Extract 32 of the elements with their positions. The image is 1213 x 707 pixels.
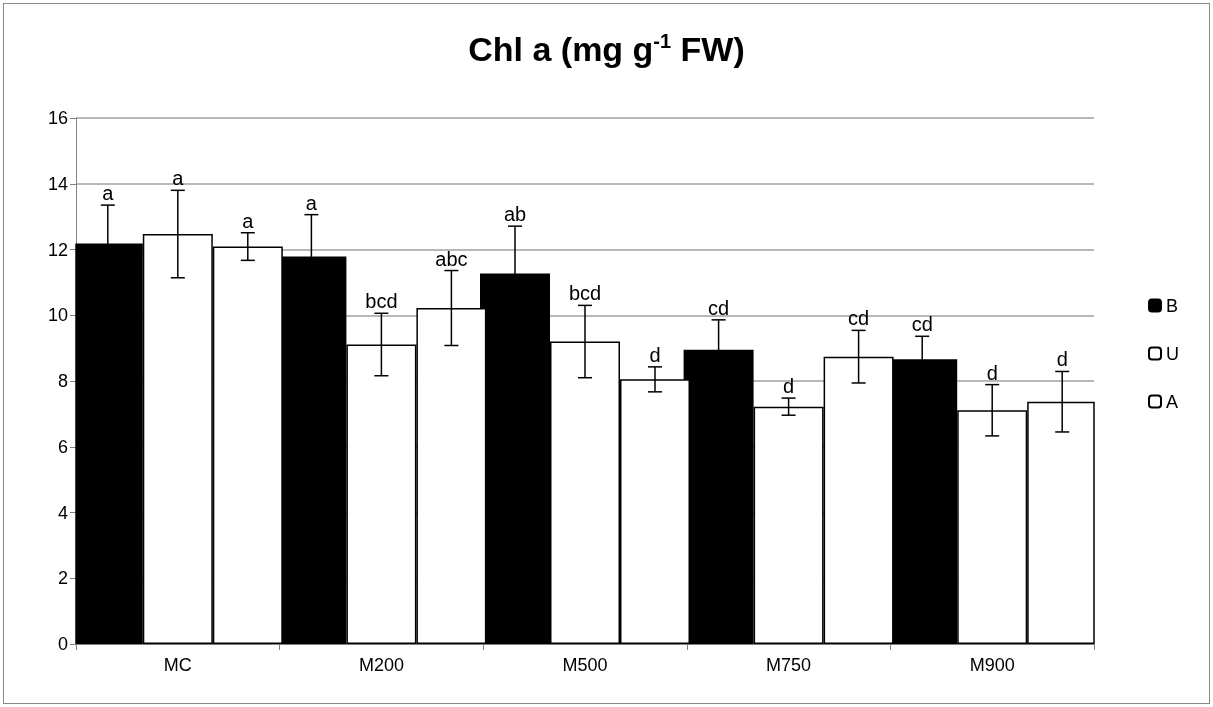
y-tick-label: 10 (47, 305, 68, 326)
legend-label: U (1166, 343, 1179, 364)
y-tick-label: 2 (57, 568, 68, 589)
data-label: a (305, 191, 318, 214)
y-tick-label: 14 (47, 173, 68, 194)
y-tick-label: 16 (47, 108, 68, 128)
x-tick-label: M200 (358, 655, 404, 675)
x-tick-label: M500 (562, 655, 608, 675)
data-label: d (783, 375, 795, 398)
data-label: a (242, 209, 255, 232)
data-label: cd (708, 296, 730, 319)
y-tick-label: 8 (57, 371, 68, 391)
data-label: a (102, 182, 115, 205)
x-tick-label: M750 (766, 655, 812, 675)
data-label: d (1056, 348, 1068, 371)
data-label: d (986, 361, 998, 384)
x-tick-label: M900 (969, 655, 1015, 675)
y-tick-label: 0 (57, 634, 68, 654)
data-label: bcd (568, 282, 602, 305)
data-label: cd (911, 313, 933, 336)
data-label: cd (848, 307, 870, 330)
data-label: ab (503, 203, 527, 226)
data-label: abc (435, 247, 468, 270)
data-label: bcd (365, 290, 398, 313)
legend-label: A (1166, 391, 1179, 412)
data-label: a (172, 167, 185, 190)
y-tick-label: 6 (57, 436, 68, 457)
x-tick-label: MC (163, 655, 192, 675)
y-tick-label: 12 (47, 239, 68, 260)
data-label: d (649, 343, 661, 366)
legend-label: B (1166, 295, 1179, 316)
y-tick-label: 4 (57, 502, 68, 523)
